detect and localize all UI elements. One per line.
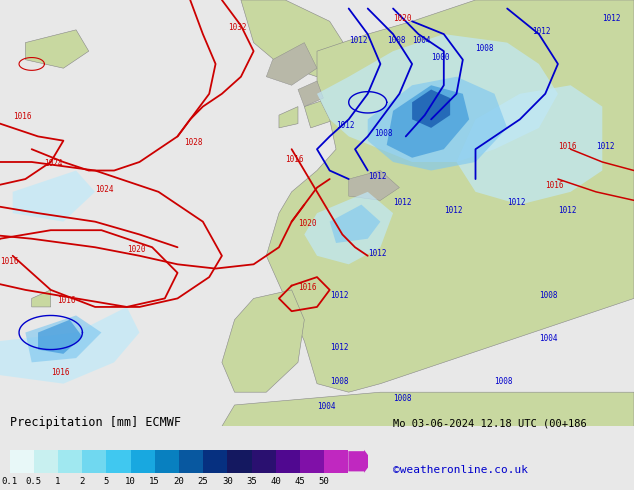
Polygon shape	[0, 307, 139, 384]
Text: 0.1: 0.1	[1, 477, 18, 486]
Bar	[34, 450, 58, 472]
Text: 45: 45	[295, 477, 306, 486]
Text: 1000: 1000	[431, 53, 450, 62]
Bar	[276, 450, 300, 472]
Text: 1024: 1024	[95, 185, 113, 194]
Bar	[252, 450, 276, 472]
Text: 1028: 1028	[184, 138, 202, 147]
Text: 1008: 1008	[539, 292, 557, 300]
Polygon shape	[25, 30, 89, 68]
Text: 1016: 1016	[57, 295, 75, 305]
Text: 1032: 1032	[228, 23, 247, 32]
Text: 1020: 1020	[298, 219, 316, 228]
Text: 1016: 1016	[545, 181, 564, 190]
Text: 1020: 1020	[393, 14, 411, 24]
Bar	[82, 450, 107, 472]
Polygon shape	[266, 0, 634, 392]
Text: Mo 03-06-2024 12.18 UTC (00+186: Mo 03-06-2024 12.18 UTC (00+186	[393, 419, 587, 429]
Text: 1024: 1024	[44, 159, 63, 168]
Text: 1012: 1012	[596, 142, 614, 151]
Bar	[228, 450, 252, 472]
Bar	[203, 450, 228, 472]
Bar	[10, 450, 34, 472]
Text: 1004: 1004	[412, 36, 430, 45]
Text: 1016: 1016	[558, 142, 576, 151]
Text: 10: 10	[125, 477, 136, 486]
Polygon shape	[25, 316, 101, 363]
Polygon shape	[304, 192, 393, 264]
Polygon shape	[241, 0, 349, 77]
Text: 1012: 1012	[507, 197, 526, 207]
Text: 1012: 1012	[330, 343, 348, 351]
Bar	[300, 450, 324, 472]
Text: 1012: 1012	[330, 292, 348, 300]
Bar	[179, 450, 203, 472]
Text: 1012: 1012	[336, 121, 354, 130]
Text: 1004: 1004	[317, 402, 335, 411]
Text: 1020: 1020	[127, 245, 145, 253]
Polygon shape	[38, 319, 82, 354]
Text: 1012: 1012	[444, 206, 462, 215]
Polygon shape	[32, 290, 51, 307]
Text: 1016: 1016	[0, 257, 18, 266]
Text: 25: 25	[198, 477, 209, 486]
Text: 5: 5	[103, 477, 109, 486]
Text: 1016: 1016	[51, 368, 69, 377]
Polygon shape	[387, 85, 469, 158]
Text: 40: 40	[270, 477, 281, 486]
Text: 1012: 1012	[393, 197, 411, 207]
Text: 15: 15	[150, 477, 160, 486]
Polygon shape	[13, 171, 95, 221]
Text: ©weatheronline.co.uk: ©weatheronline.co.uk	[393, 466, 528, 475]
Text: Precipitation [mm] ECMWF: Precipitation [mm] ECMWF	[10, 416, 181, 429]
Polygon shape	[222, 392, 634, 426]
Text: 1012: 1012	[349, 36, 367, 45]
Bar	[58, 450, 82, 472]
Text: 1012: 1012	[533, 27, 551, 36]
FancyArrow shape	[348, 450, 373, 473]
Polygon shape	[279, 106, 298, 128]
Text: 50: 50	[319, 477, 330, 486]
Text: 1008: 1008	[330, 377, 348, 386]
Text: 1012: 1012	[602, 14, 621, 24]
Bar	[324, 450, 348, 472]
Polygon shape	[222, 290, 304, 392]
Text: 35: 35	[246, 477, 257, 486]
Polygon shape	[298, 81, 323, 106]
Text: 1008: 1008	[476, 44, 494, 53]
Text: 1012: 1012	[368, 172, 386, 181]
Bar	[131, 450, 155, 472]
Text: 1: 1	[55, 477, 61, 486]
Polygon shape	[266, 43, 317, 85]
Text: 1016: 1016	[298, 283, 316, 292]
Text: 1016: 1016	[13, 112, 31, 122]
Text: 1016: 1016	[285, 155, 304, 164]
Text: 1004: 1004	[539, 334, 557, 343]
Polygon shape	[330, 205, 380, 243]
Polygon shape	[349, 171, 399, 200]
Text: 30: 30	[222, 477, 233, 486]
Text: 1008: 1008	[387, 36, 405, 45]
Bar	[155, 450, 179, 472]
Polygon shape	[368, 77, 507, 171]
Bar	[107, 450, 131, 472]
Text: 1008: 1008	[495, 377, 513, 386]
Polygon shape	[456, 85, 602, 205]
Text: 1012: 1012	[368, 249, 386, 258]
Text: 1008: 1008	[393, 394, 411, 403]
Polygon shape	[304, 98, 336, 128]
Text: 2: 2	[79, 477, 85, 486]
Text: 1008: 1008	[374, 129, 392, 138]
Polygon shape	[317, 34, 558, 162]
Polygon shape	[412, 90, 450, 128]
Text: 20: 20	[174, 477, 184, 486]
Text: 1012: 1012	[558, 206, 576, 215]
Text: 0.5: 0.5	[25, 477, 42, 486]
